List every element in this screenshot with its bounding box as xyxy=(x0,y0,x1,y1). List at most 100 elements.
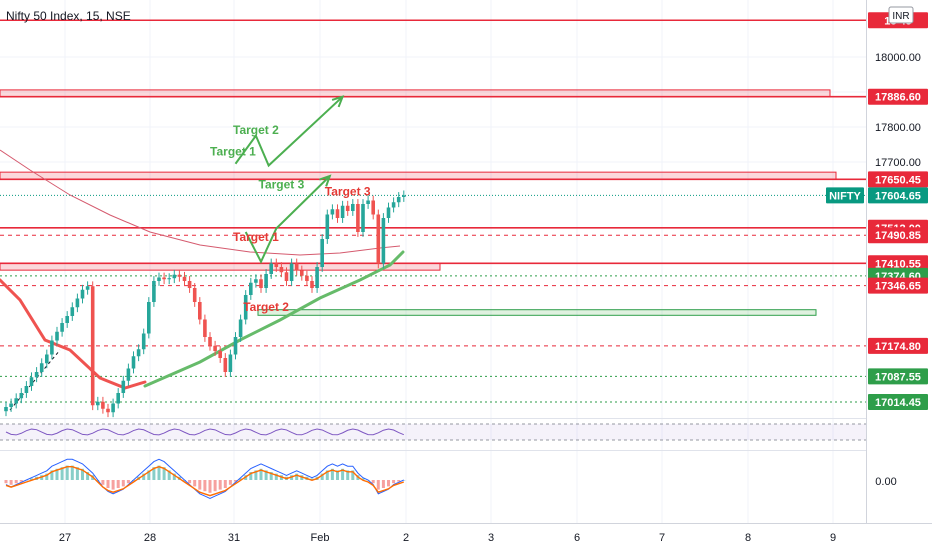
candle[interactable] xyxy=(152,276,156,307)
candle[interactable] xyxy=(106,403,110,418)
candle[interactable] xyxy=(29,372,34,391)
candle[interactable] xyxy=(136,344,141,362)
candle[interactable] xyxy=(386,202,391,223)
currency-badge[interactable]: INR xyxy=(888,6,914,24)
candle[interactable] xyxy=(182,271,187,286)
candle[interactable] xyxy=(376,209,381,269)
candle[interactable] xyxy=(96,396,100,411)
candle[interactable] xyxy=(228,349,233,377)
candle[interactable] xyxy=(24,381,29,398)
candle[interactable] xyxy=(391,197,396,213)
candle[interactable] xyxy=(177,269,182,282)
candle[interactable] xyxy=(19,388,24,404)
candle[interactable] xyxy=(320,234,324,272)
candle[interactable] xyxy=(218,346,222,363)
candle[interactable] xyxy=(274,258,279,272)
candle[interactable] xyxy=(126,363,131,386)
candle[interactable] xyxy=(233,332,238,360)
candle[interactable] xyxy=(249,277,253,300)
candle[interactable] xyxy=(60,318,64,337)
candle[interactable] xyxy=(111,398,115,418)
candle[interactable] xyxy=(9,398,13,412)
candle-body xyxy=(218,351,222,358)
candle[interactable] xyxy=(294,258,299,276)
price-label-bg xyxy=(868,227,928,244)
candle[interactable] xyxy=(4,402,8,417)
candle[interactable] xyxy=(305,270,309,286)
candle[interactable] xyxy=(90,281,95,411)
candle[interactable] xyxy=(80,284,85,304)
candle[interactable] xyxy=(65,311,69,328)
resistance-zone xyxy=(0,262,441,271)
candle[interactable] xyxy=(167,273,171,285)
candle[interactable] xyxy=(330,204,335,220)
candle[interactable] xyxy=(315,262,319,293)
candle[interactable] xyxy=(75,293,80,313)
projection-arrowhead xyxy=(331,95,345,108)
candle[interactable] xyxy=(269,258,273,279)
price-label-bg xyxy=(868,255,928,272)
macd-histogram-bar xyxy=(351,470,355,480)
candle[interactable] xyxy=(45,349,49,369)
candle[interactable] xyxy=(243,290,248,325)
candle[interactable] xyxy=(361,199,365,237)
candle-body xyxy=(376,214,381,264)
candle[interactable] xyxy=(208,332,212,351)
candle-body xyxy=(315,267,319,288)
candle[interactable] xyxy=(213,340,217,356)
candle[interactable] xyxy=(254,274,258,288)
price-label: NIFTY xyxy=(826,187,864,204)
candle[interactable] xyxy=(192,283,197,307)
candle[interactable] xyxy=(381,213,386,269)
candle[interactable] xyxy=(366,195,370,209)
candle[interactable] xyxy=(223,353,228,377)
candle[interactable] xyxy=(131,351,136,374)
candle[interactable] xyxy=(187,276,192,293)
candle[interactable] xyxy=(203,314,207,342)
candle[interactable] xyxy=(121,375,126,398)
macd-histogram-bar xyxy=(116,480,120,488)
candle-body xyxy=(96,401,100,406)
candle[interactable] xyxy=(157,272,161,286)
candle[interactable] xyxy=(116,388,120,409)
candle[interactable] xyxy=(85,281,90,295)
candle[interactable] xyxy=(371,195,375,220)
macd-histogram-bar xyxy=(14,480,18,484)
candle[interactable] xyxy=(141,328,146,355)
candle[interactable] xyxy=(39,358,44,377)
candle[interactable] xyxy=(70,302,75,321)
candle[interactable] xyxy=(310,276,314,293)
candle[interactable] xyxy=(238,314,243,342)
candle[interactable] xyxy=(147,297,151,339)
macd-histogram-bar xyxy=(218,480,222,490)
price-label: 17886.60 xyxy=(868,88,928,105)
macd-histogram-bar xyxy=(111,480,115,490)
candle-body xyxy=(4,407,8,412)
candle[interactable] xyxy=(300,265,304,281)
candle[interactable] xyxy=(402,190,406,202)
candle[interactable] xyxy=(34,367,39,383)
candle[interactable] xyxy=(345,200,350,216)
candle[interactable] xyxy=(279,262,284,278)
macd-histogram-bar xyxy=(188,480,192,484)
candle[interactable] xyxy=(50,335,54,360)
candle[interactable] xyxy=(325,209,330,244)
candle[interactable] xyxy=(55,326,59,346)
price-label-bg xyxy=(868,88,928,105)
candle[interactable] xyxy=(198,297,202,325)
candle[interactable] xyxy=(396,192,401,208)
candle[interactable] xyxy=(284,267,289,286)
candle[interactable] xyxy=(289,258,294,286)
candle[interactable] xyxy=(101,396,105,414)
candle[interactable] xyxy=(356,199,360,237)
candle[interactable] xyxy=(14,393,18,409)
candle[interactable] xyxy=(335,204,340,223)
candle[interactable] xyxy=(340,200,345,223)
candle[interactable] xyxy=(264,269,268,293)
candle[interactable] xyxy=(162,272,166,285)
candle[interactable] xyxy=(351,199,355,216)
candle[interactable] xyxy=(259,274,263,293)
candle[interactable] xyxy=(172,269,177,284)
candle-body xyxy=(50,340,54,355)
